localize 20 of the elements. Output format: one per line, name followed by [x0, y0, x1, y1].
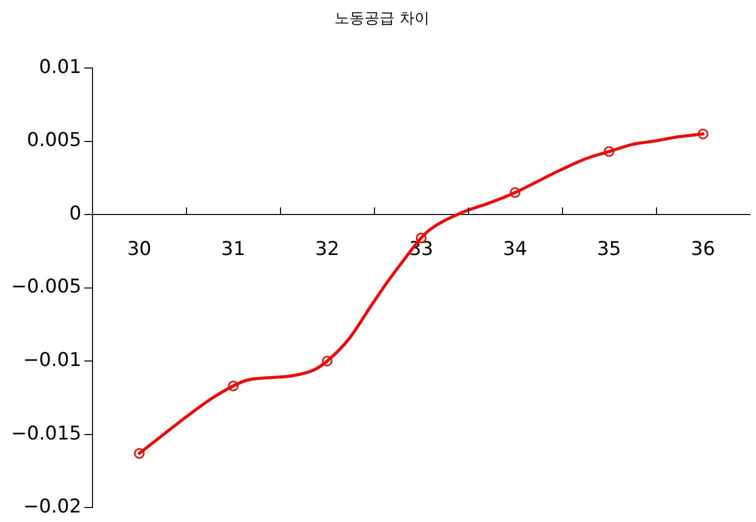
point	[510, 187, 520, 198]
y-tick-label: −0.015	[10, 422, 82, 444]
x-tick-label: 36	[690, 238, 716, 260]
y-tick-label: −0.01	[23, 349, 82, 372]
point	[604, 146, 614, 157]
x-tick-label: 31	[221, 238, 246, 260]
x-tick-label: 35	[596, 238, 622, 260]
x-tick-label: 32	[315, 238, 340, 260]
point	[698, 128, 708, 140]
x-tick-label: 34	[503, 238, 528, 260]
x-tick-label: 30	[127, 238, 152, 260]
y-tick-label: 0.01	[39, 56, 82, 78]
chart-title: 노동공급 차이	[334, 8, 430, 27]
y-tick-label: 0.005	[26, 129, 82, 152]
point	[322, 356, 332, 366]
y-tick-label: −0.005	[10, 276, 82, 298]
y-tick-label: −0.02	[23, 496, 82, 518]
y-tick-label: 0	[69, 202, 82, 224]
point	[134, 448, 145, 459]
point	[228, 380, 238, 392]
